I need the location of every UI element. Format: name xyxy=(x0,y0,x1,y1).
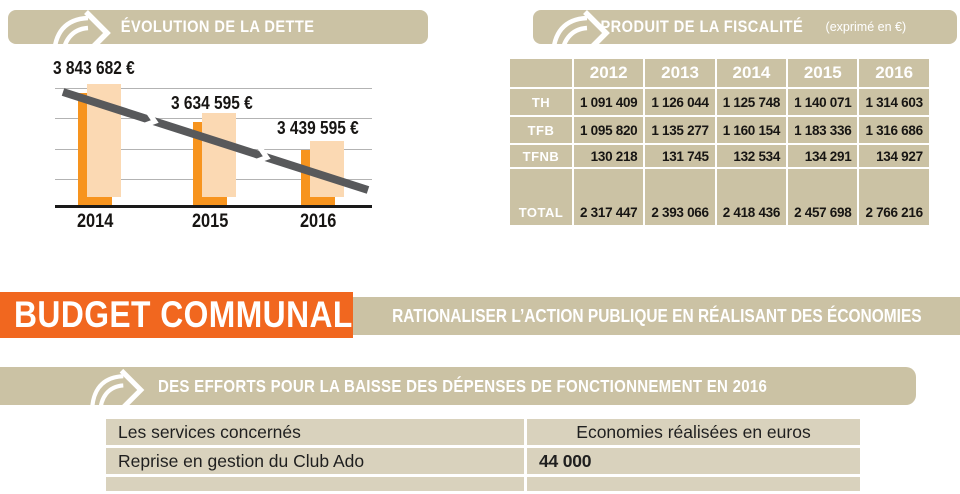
fiscalite-table: 2012 2013 2014 2015 2016 TH 1 091 409 1 … xyxy=(508,57,931,227)
cell: 1 091 409 xyxy=(574,89,644,115)
year-header: 2016 xyxy=(859,59,929,87)
budget-tagline-banner: RATIONALISER L’ACTION PUBLIQUE EN RÉALIS… xyxy=(353,297,960,335)
table-row-total: TOTAL 2 317 447 2 393 066 2 418 436 2 45… xyxy=(510,169,929,225)
cell: 2 418 436 xyxy=(716,169,787,225)
arrow-icon xyxy=(545,8,611,63)
section-title: DES EFFORTS POUR LA BAISSE DES DÉPENSES … xyxy=(158,375,768,396)
x-axis xyxy=(55,205,372,208)
cell: 131 745 xyxy=(645,145,715,167)
cell: 132 534 xyxy=(716,145,787,167)
cell: 1 126 044 xyxy=(645,89,715,115)
section-subtitle: (exprimé en €) xyxy=(825,20,907,34)
section-header-efforts: DES EFFORTS POUR LA BAISSE DES DÉPENSES … xyxy=(0,367,916,414)
cell: 2 317 447 xyxy=(574,169,644,225)
bar-value-2014: 3 843 682 € xyxy=(53,58,135,78)
arrow-icon xyxy=(84,367,146,418)
section-title: ÉVOLUTION DE LA DETTE xyxy=(121,17,315,36)
cell: 1 183 336 xyxy=(788,117,858,143)
table-row-tfb: TFB 1 095 820 1 135 277 1 160 154 1 183 … xyxy=(510,117,929,143)
cell: 1 314 603 xyxy=(859,89,929,115)
service-cell: Reprise en gestion du Club Ado xyxy=(106,448,524,474)
cell: 1 140 071 xyxy=(788,89,858,115)
services-header: Les services concernés xyxy=(106,419,524,445)
year-header: 2013 xyxy=(645,59,715,87)
cell: 2 457 698 xyxy=(788,169,858,225)
x-tick-2014: 2014 xyxy=(76,211,114,232)
year-header: 2015 xyxy=(788,59,858,87)
table-row-tfnb: TFNB 130 218 131 745 132 534 134 291 134… xyxy=(510,145,929,167)
amount-cell: 44 000 xyxy=(527,448,860,474)
service-cell xyxy=(106,477,524,491)
cell: 1 125 748 xyxy=(716,89,787,115)
arrow-icon xyxy=(46,8,112,63)
page: { "colors": { "tan": "#CBC2A4", "orange_… xyxy=(0,10,960,491)
tagline-text: RATIONALISER L’ACTION PUBLIQUE EN RÉALIS… xyxy=(391,305,922,326)
table-header-row: Les services concernés Economies réalisé… xyxy=(106,419,860,445)
row-label: TOTAL xyxy=(510,169,572,225)
amount-cell xyxy=(527,477,860,491)
cell: 134 291 xyxy=(788,145,858,167)
section-header-fiscalite: PRODUIT DE LA FISCALITÉ (exprimé en €) xyxy=(533,10,957,59)
row-label: TFNB xyxy=(510,145,572,167)
bar-value-2016: 3 439 595 € xyxy=(277,118,359,138)
row-label: TH xyxy=(510,89,572,115)
table-header-row: 2012 2013 2014 2015 2016 xyxy=(510,59,929,87)
gridline xyxy=(55,88,372,89)
page-title: BUDGET COMMUNAL xyxy=(14,294,353,335)
table-row: Reprise en gestion du Club Ado 44 000 xyxy=(106,448,860,474)
row-label: TFB xyxy=(510,117,572,143)
efforts-table: Les services concernés Economies réalisé… xyxy=(103,416,863,494)
year-header: 2014 xyxy=(716,59,787,87)
x-tick-2016: 2016 xyxy=(299,211,337,232)
cell: 2 393 066 xyxy=(645,169,715,225)
table-row-th: TH 1 091 409 1 126 044 1 125 748 1 140 0… xyxy=(510,89,929,115)
x-tick-2015: 2015 xyxy=(191,211,229,232)
cell: 1 095 820 xyxy=(574,117,644,143)
cell: 1 135 277 xyxy=(645,117,715,143)
bar-2015 xyxy=(193,113,236,206)
year-header: 2012 xyxy=(574,59,644,87)
corner-cell xyxy=(510,59,572,87)
debt-bar-chart: 3 843 682 € 3 634 595 € 3 439 595 € 2014… xyxy=(53,55,377,235)
economies-header: Economies réalisées en euros xyxy=(527,419,860,445)
cell: 2 766 216 xyxy=(859,169,929,225)
cell: 134 927 xyxy=(859,145,929,167)
bar-value-2015: 3 634 595 € xyxy=(171,93,253,113)
section-title: PRODUIT DE LA FISCALITÉ xyxy=(600,17,804,36)
budget-communal-banner: BUDGET COMMUNAL xyxy=(0,292,353,338)
section-header-dette: ÉVOLUTION DE LA DETTE xyxy=(8,10,428,59)
cell: 1 160 154 xyxy=(716,117,787,143)
cell: 130 218 xyxy=(574,145,644,167)
cell: 1 316 686 xyxy=(859,117,929,143)
trend-arrow xyxy=(61,88,370,194)
table-row-cutoff xyxy=(106,477,860,491)
